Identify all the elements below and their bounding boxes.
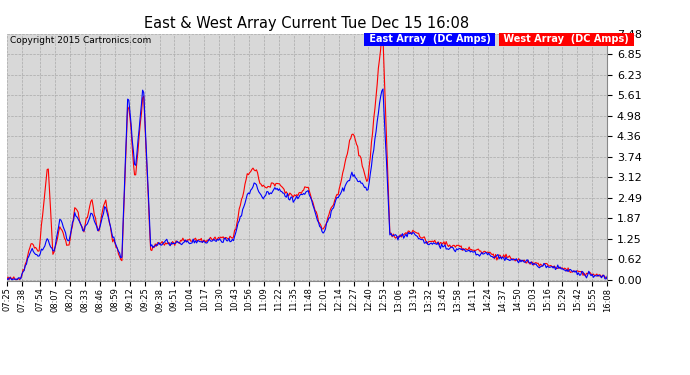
Text: East Array  (DC Amps): East Array (DC Amps)	[366, 34, 494, 45]
Text: West Array  (DC Amps): West Array (DC Amps)	[500, 34, 632, 45]
Title: East & West Array Current Tue Dec 15 16:08: East & West Array Current Tue Dec 15 16:…	[144, 16, 470, 31]
Text: Copyright 2015 Cartronics.com: Copyright 2015 Cartronics.com	[10, 36, 152, 45]
